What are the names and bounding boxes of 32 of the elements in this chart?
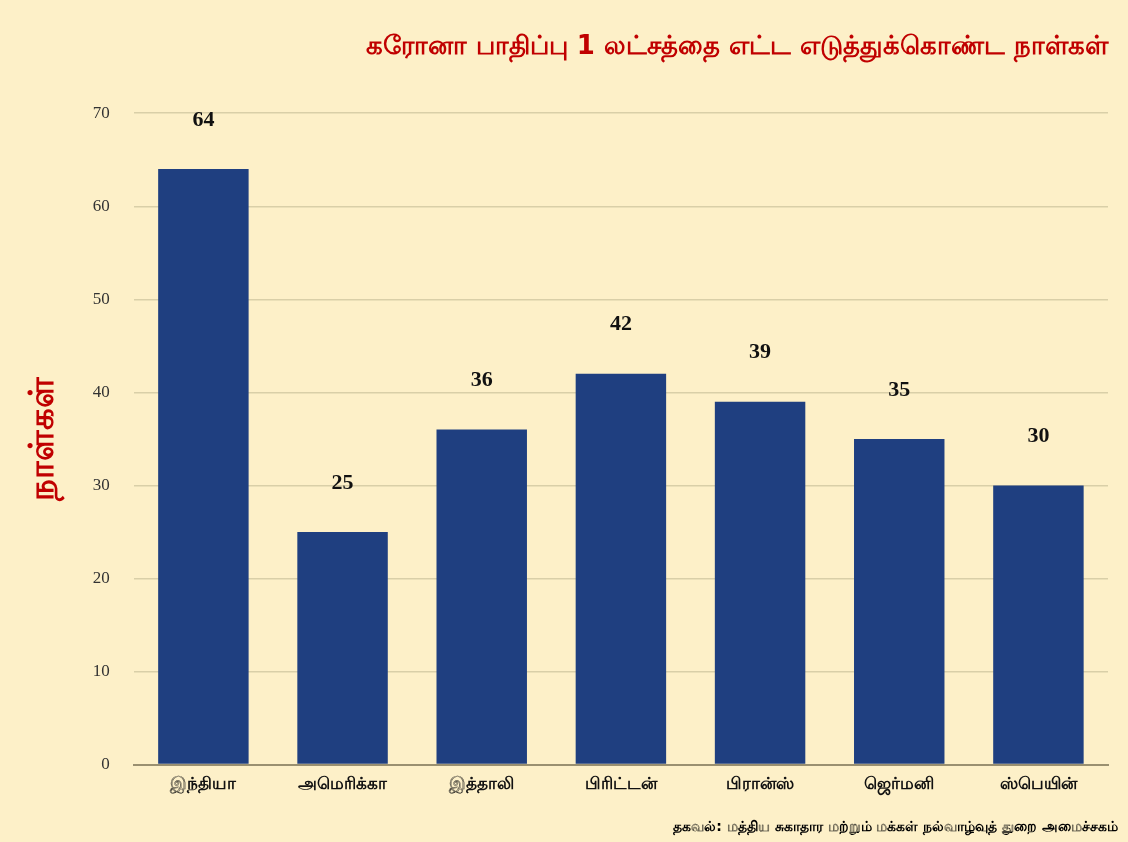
- bar: [575, 373, 667, 764]
- x-tick-label: ஸ்பெயின்: [999, 773, 1078, 794]
- data-label: 35: [888, 375, 911, 401]
- bar: [993, 485, 1084, 764]
- chart-title: கரோனா பாதிப்பு 1 லட்சத்தை எட்ட எடுத்துக்கொண்ட நாள்கள்: [365, 30, 1109, 64]
- y-tick-label: 50: [92, 288, 110, 308]
- y-tick-label: 60: [92, 195, 110, 215]
- text: தகவல்: மத்திய சுகாதார மற்றும் மக்கள் நல்வாழ்வுத் துறை அமைச்சகம்: [673, 818, 1118, 836]
- x-tick-label: அமெரிக்கா: [298, 773, 389, 794]
- x-tick-label: பிரான்ஸ்: [726, 773, 795, 794]
- y-tick-label: 10: [92, 661, 110, 681]
- y-tick-label: 0: [101, 754, 110, 774]
- bar: [158, 169, 249, 764]
- y-tick-label: 40: [92, 381, 110, 401]
- y-tick-label: 70: [92, 102, 110, 122]
- y-axis-title: நாள்கள்: [21, 376, 66, 502]
- data-label: 64: [192, 105, 215, 131]
- data-label: 30: [1027, 422, 1050, 448]
- data-label: 39: [749, 338, 772, 364]
- y-tick-label: 20: [92, 567, 110, 587]
- data-label: 36: [470, 366, 493, 392]
- bar: [297, 531, 388, 764]
- y-tick-label: 30: [92, 474, 110, 494]
- bar: [854, 438, 945, 764]
- bar: [436, 429, 527, 764]
- x-tick-label: இத்தாலி: [448, 773, 515, 795]
- bar: [714, 401, 806, 764]
- data-label: 25: [331, 468, 354, 494]
- x-tick-label: இந்தியா: [169, 773, 238, 795]
- data-label: 42: [609, 310, 632, 336]
- x-tick-label: ஜெர்மனி: [864, 773, 935, 797]
- x-tick-label: பிரிட்டன்: [584, 773, 658, 794]
